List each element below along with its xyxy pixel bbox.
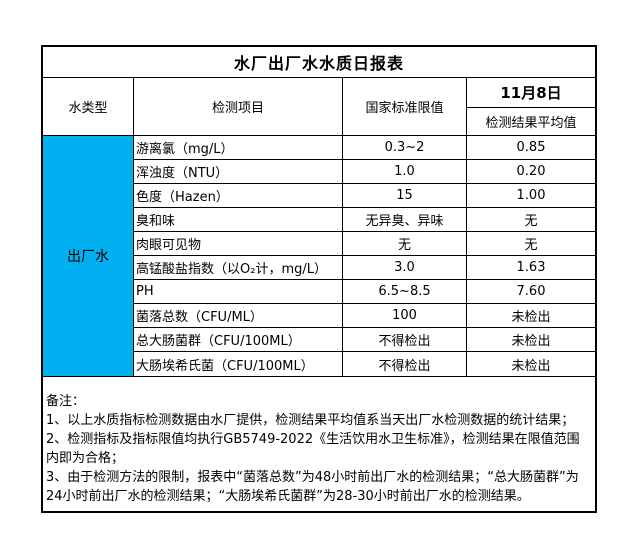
- header-national-limit: 国家标准限值: [343, 78, 467, 135]
- result-cell: 0.85: [516, 140, 546, 155]
- result-cell: 未检出: [511, 334, 551, 349]
- data-rows: 游离氯（mg/L） 0.3~2 0.85 浑浊度（NTU） 1.0 0.20 色…: [134, 136, 595, 376]
- table-row: 肉眼可见物 无 无: [134, 232, 595, 256]
- item-cell: 色度（Hazen）: [134, 184, 343, 207]
- result-cell: 未检出: [511, 310, 551, 325]
- result-cell: 1.00: [516, 188, 546, 203]
- header-result-average: 检测结果平均值: [485, 116, 577, 131]
- result-cell: 7.60: [516, 284, 546, 299]
- table-row: 高锰酸盐指数（以O₂计，mg/L） 3.0 1.63: [134, 256, 595, 280]
- water-type-merged-cell: 出厂水: [43, 136, 134, 376]
- notes-label: 备注：: [46, 394, 86, 409]
- table-row: 总大肠菌群（CFU/100ML） 不得检出 未检出: [134, 328, 595, 352]
- note-line: 1、以上水质指标检测数据由水厂提供，检测结果平均值系当天出厂水检测数据的统计结果…: [46, 413, 575, 428]
- table-row: 浑浊度（NTU） 1.0 0.20: [134, 160, 595, 184]
- limit-cell: 不得检出: [343, 352, 467, 376]
- result-cell: 0.20: [516, 164, 546, 179]
- item-cell: 大肠埃希氏菌（CFU/100ML）: [134, 352, 343, 376]
- item-cell: 肉眼可见物: [134, 232, 343, 255]
- result-cell: 无: [524, 238, 538, 253]
- result-cell: 无: [524, 214, 538, 229]
- result-cell: 1.63: [516, 260, 546, 275]
- water-quality-report-table: 水厂出厂水水质日报表 水类型 检测项目 国家标准限值 11月8日 检测结果平均值…: [41, 45, 597, 513]
- table-row: 色度（Hazen） 15 1.00: [134, 184, 595, 208]
- table-row: 游离氯（mg/L） 0.3~2 0.85: [134, 136, 595, 160]
- limit-cell: 6.5~8.5: [343, 280, 467, 303]
- limit-cell: 不得检出: [343, 328, 467, 351]
- limit-cell: 15: [343, 184, 467, 207]
- table-row: 菌落总数（CFU/ML） 100 未检出: [134, 304, 595, 328]
- result-cell: 未检出: [511, 358, 551, 374]
- note-line: 3、由于检测方法的限制，报表中“菌落总数”为48小时前出厂水的检测结果；“总大肠…: [46, 470, 579, 504]
- item-cell: 游离氯（mg/L）: [134, 136, 343, 159]
- limit-cell: 无异臭、异味: [343, 208, 467, 231]
- table-row: 臭和味 无异臭、异味 无: [134, 208, 595, 232]
- item-cell: 高锰酸盐指数（以O₂计，mg/L）: [134, 256, 343, 279]
- limit-cell: 0.3~2: [343, 136, 467, 159]
- header-water-type: 水类型: [43, 78, 134, 135]
- note-line: 2、检测指标及指标限值均执行GB5749-2022《生活饮用水卫生标准》，检测结…: [46, 432, 580, 466]
- notes-section: 备注： 1、以上水质指标检测数据由水厂提供，检测结果平均值系当天出厂水检测数据的…: [43, 377, 595, 511]
- limit-cell: 3.0: [343, 256, 467, 279]
- table-body: 出厂水 游离氯（mg/L） 0.3~2 0.85 浑浊度（NTU） 1.0 0.…: [43, 136, 595, 377]
- header-date: 11月8日: [467, 78, 595, 108]
- item-cell: 总大肠菌群（CFU/100ML）: [134, 328, 343, 351]
- item-cell: 菌落总数（CFU/ML）: [134, 304, 343, 327]
- limit-cell: 100: [343, 304, 467, 327]
- table-row: 大肠埃希氏菌（CFU/100ML） 不得检出 未检出: [134, 352, 595, 376]
- item-cell: PH: [134, 280, 343, 303]
- table-row: PH 6.5~8.5 7.60: [134, 280, 595, 304]
- header-date-column: 11月8日 检测结果平均值: [467, 78, 595, 135]
- limit-cell: 1.0: [343, 160, 467, 183]
- item-cell: 臭和味: [134, 208, 343, 231]
- page-title: 水厂出厂水水质日报表: [43, 47, 595, 78]
- limit-cell: 无: [343, 232, 467, 255]
- header-test-item: 检测项目: [134, 78, 343, 135]
- table-header-row: 水类型 检测项目 国家标准限值 11月8日 检测结果平均值: [43, 78, 595, 136]
- item-cell: 浑浊度（NTU）: [134, 160, 343, 183]
